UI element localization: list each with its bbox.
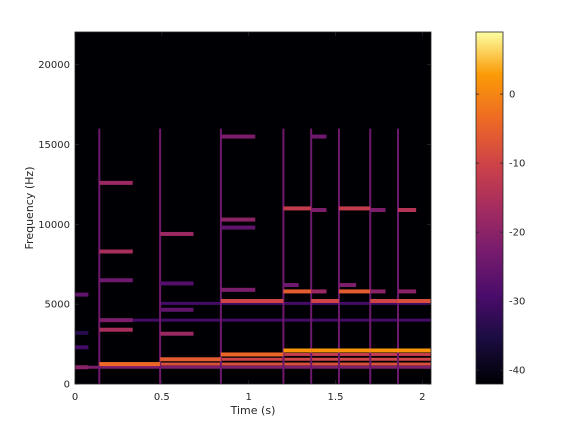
harmonic-band bbox=[398, 298, 431, 303]
colorbar-tick-label: -20 bbox=[509, 228, 525, 239]
harmonic-band bbox=[283, 289, 312, 294]
onset-transient bbox=[159, 128, 162, 384]
colorbar bbox=[475, 31, 504, 385]
x-tick-label: 2 bbox=[419, 392, 425, 403]
sustained-band bbox=[220, 352, 431, 356]
colorbar-tick-label: -30 bbox=[509, 297, 525, 308]
harmonic-band bbox=[99, 180, 133, 185]
harmonic-band bbox=[338, 289, 371, 294]
onset-transient bbox=[369, 128, 372, 384]
x-tick-label: 1.5 bbox=[328, 392, 344, 403]
harmonic-band bbox=[311, 134, 327, 139]
onset-transient bbox=[282, 128, 285, 384]
harmonic-band bbox=[99, 362, 161, 367]
harmonic-band bbox=[338, 348, 371, 353]
harmonic-band bbox=[370, 298, 399, 303]
x-axis-label: Time (s) bbox=[230, 404, 276, 417]
sustained-band bbox=[160, 357, 431, 361]
harmonic-band bbox=[220, 225, 256, 230]
harmonic-band bbox=[220, 298, 284, 303]
y-axis-label: Frequency (Hz) bbox=[23, 167, 36, 250]
harmonic-band bbox=[99, 327, 133, 332]
harmonic-band bbox=[220, 134, 256, 139]
harmonic-band bbox=[398, 207, 417, 212]
x-tick-label: 0 bbox=[72, 392, 78, 403]
harmonic-band bbox=[160, 281, 194, 286]
harmonic-band bbox=[220, 287, 256, 292]
harmonic-band bbox=[311, 207, 327, 212]
harmonic-band bbox=[370, 348, 399, 353]
colorbar-tick-label: 0 bbox=[509, 90, 515, 101]
harmonic-band bbox=[398, 289, 417, 294]
harmonic-band bbox=[370, 207, 386, 212]
harmonic-band bbox=[75, 345, 89, 350]
harmonic-band bbox=[283, 348, 312, 353]
harmonic-band bbox=[99, 249, 133, 254]
onset-transient bbox=[98, 128, 101, 384]
harmonic-band bbox=[370, 289, 386, 294]
onset-transient bbox=[337, 128, 340, 384]
harmonic-band bbox=[283, 206, 312, 211]
sustained-band bbox=[99, 318, 431, 322]
y-tick-label: 0 bbox=[64, 380, 70, 391]
harmonic-band bbox=[283, 283, 299, 288]
harmonic-band bbox=[160, 231, 194, 236]
harmonic-band bbox=[311, 298, 339, 303]
x-tick-label: 0.5 bbox=[154, 392, 170, 403]
harmonic-band bbox=[160, 307, 194, 312]
onset-transient bbox=[310, 128, 313, 384]
harmonic-band bbox=[75, 365, 89, 370]
harmonic-band bbox=[99, 318, 133, 323]
spectrogram-image bbox=[75, 128, 431, 384]
harmonic-band bbox=[311, 289, 327, 294]
harmonic-band bbox=[398, 348, 431, 353]
y-axis: 0 5000 10000 15000 20000 bbox=[38, 60, 431, 391]
harmonic-band bbox=[160, 331, 194, 336]
harmonic-band bbox=[338, 283, 357, 288]
y-tick-label: 20000 bbox=[38, 60, 70, 71]
harmonic-band bbox=[160, 357, 221, 362]
x-axis: 0 0.5 1 1.5 2 bbox=[72, 32, 426, 403]
sustained-band bbox=[99, 362, 431, 366]
harmonic-band bbox=[75, 292, 89, 297]
sustained-band bbox=[160, 301, 431, 305]
colorbar-axis: 0 -10 -20 -30 -40 bbox=[476, 90, 525, 377]
plot-frame bbox=[74, 31, 432, 385]
y-tick-label: 10000 bbox=[38, 220, 70, 231]
y-tick-label: 15000 bbox=[38, 140, 70, 151]
colorbar-tick-label: -10 bbox=[509, 159, 525, 170]
harmonic-band bbox=[338, 206, 371, 211]
harmonic-band bbox=[75, 330, 89, 335]
x-tick-label: 1 bbox=[245, 392, 251, 403]
y-tick-label: 5000 bbox=[45, 300, 70, 311]
harmonic-band bbox=[99, 278, 133, 283]
colorbar-tick-label: -40 bbox=[509, 366, 525, 377]
onset-transient bbox=[397, 128, 400, 384]
sustained-band bbox=[75, 365, 431, 369]
harmonic-band bbox=[311, 348, 339, 353]
harmonic-band bbox=[220, 217, 256, 222]
harmonic-band bbox=[220, 352, 284, 357]
onset-transient bbox=[219, 128, 222, 384]
